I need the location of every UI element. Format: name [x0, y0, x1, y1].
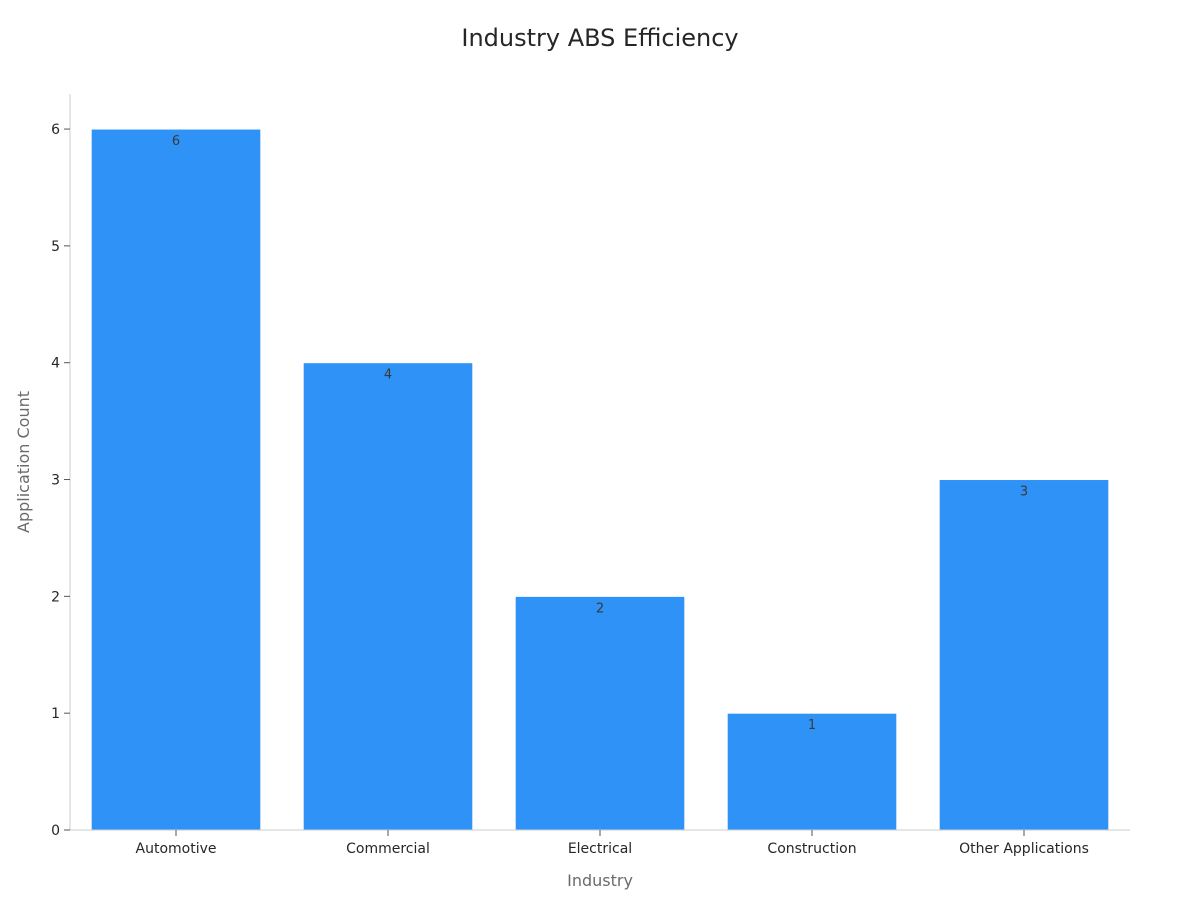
- y-tick-label: 5: [51, 239, 60, 255]
- bar: [90, 128, 262, 831]
- x-tick-label: Electrical: [568, 841, 632, 857]
- y-tick-label: 6: [51, 122, 60, 138]
- y-tick-label: 0: [51, 823, 60, 839]
- bar: [726, 712, 898, 831]
- bar-value-label: 3: [1020, 485, 1028, 500]
- bar: [514, 595, 686, 831]
- bar-value-label: 4: [384, 368, 392, 383]
- x-tick-label: Other Applications: [959, 841, 1089, 857]
- x-tick-label: Construction: [767, 841, 856, 857]
- bar: [302, 362, 474, 831]
- x-tick-label: Automotive: [136, 841, 217, 857]
- plot-area: 6 4 2 1 3: [90, 128, 1110, 831]
- y-tick-label: 3: [51, 473, 60, 489]
- y-axis-title: Application Count: [14, 391, 33, 533]
- x-axis-title: Industry: [567, 871, 633, 890]
- bar: [938, 479, 1110, 831]
- y-tick-label: 2: [51, 589, 60, 605]
- bar-value-label: 1: [808, 718, 816, 733]
- bar-value-label: 6: [172, 134, 180, 149]
- bar-value-label: 2: [596, 601, 604, 616]
- y-tick-label: 4: [51, 356, 60, 372]
- y-tick-label: 1: [51, 706, 60, 722]
- x-tick-label: Commercial: [346, 841, 430, 857]
- chart-title: Industry ABS Efficiency: [461, 24, 738, 52]
